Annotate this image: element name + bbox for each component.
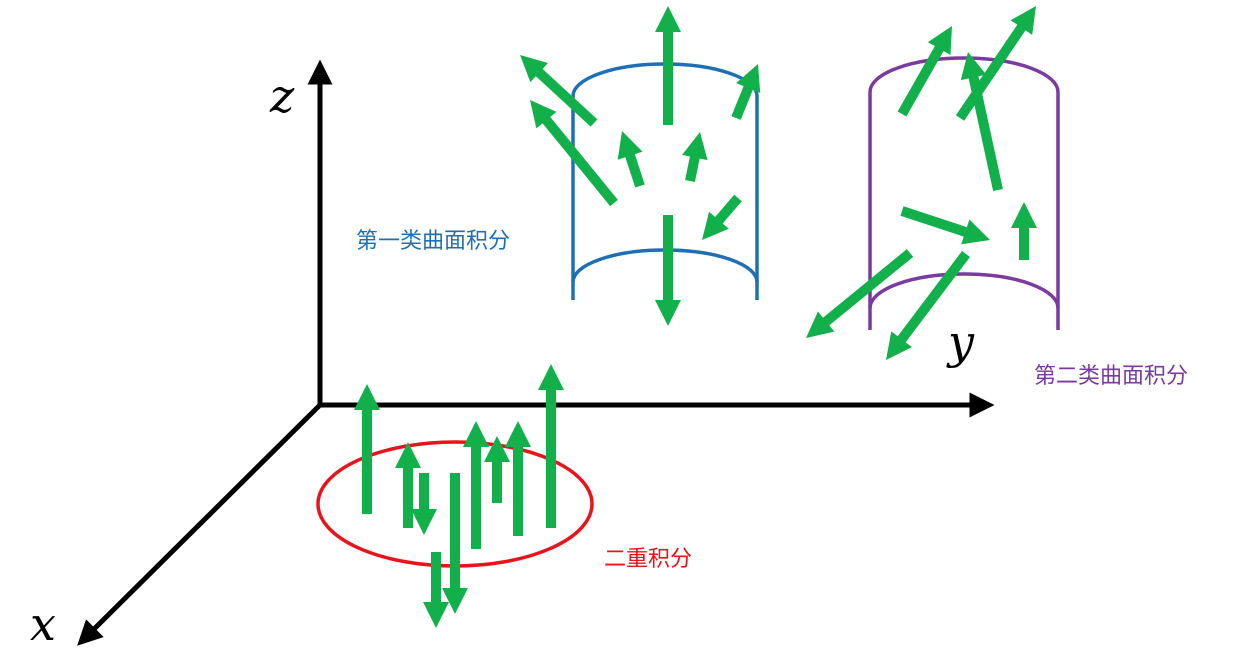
vector-arrow (530, 100, 618, 207)
vector-arrow-head (655, 300, 681, 326)
vector-arrow (955, 6, 1036, 121)
vector-arrow-head (886, 331, 913, 360)
vector-arrow (484, 436, 510, 503)
vector-arrow (538, 364, 564, 528)
x-axis-label: x (30, 597, 56, 651)
vector-arrow-shaft (900, 206, 969, 238)
cylinder-top-arc (868, 56, 1060, 110)
vector-arrow-shaft (968, 74, 1003, 192)
vector-arrow-head (806, 311, 835, 338)
vector-arrow (442, 473, 468, 614)
vector-arrow (731, 64, 761, 120)
vector-arrow (411, 473, 437, 535)
vector-arrow-shaft (541, 115, 618, 207)
vector-arrow (463, 421, 489, 549)
vector-arrow-head (538, 364, 564, 390)
vector-arrow (806, 249, 914, 338)
vector-arrow-shaft (896, 250, 970, 344)
vector-arrow-head (395, 442, 421, 468)
vector-arrow (900, 206, 990, 245)
vector-arrow-head (682, 132, 708, 161)
vector-arrow-head (702, 211, 729, 240)
vector-arrow-shaft (713, 194, 742, 226)
vector-arrow-shaft (624, 152, 645, 188)
double-integral-label: 二重积分 (604, 547, 692, 572)
vector-arrow-head (960, 52, 987, 81)
cylinder-bottom-arc (868, 272, 1060, 309)
coordinate-axes (77, 59, 995, 646)
vector-arrow-head (1010, 6, 1036, 35)
surface-second-kind-cylinder (868, 56, 1060, 330)
vector-arrow (354, 384, 380, 514)
vector-arrow-head (411, 509, 437, 535)
vector-arrow (423, 552, 449, 628)
y-axis-label: y (946, 315, 975, 369)
vector-arrow (1011, 202, 1037, 260)
vector-arrow-shaft (685, 154, 701, 182)
vector-arrow (505, 421, 531, 536)
vector-arrow-head (1011, 202, 1037, 228)
vector-arrow-head (927, 26, 952, 56)
vector-arrow (886, 250, 970, 360)
x-axis (77, 403, 322, 646)
surface-second-kind-label: 第二类曲面积分 (1034, 364, 1188, 389)
vector-arrow-shaft (534, 67, 598, 127)
vector-arrow (655, 215, 681, 326)
vector-arrow-head (505, 421, 531, 447)
vector-arrow (897, 26, 952, 117)
vector-arrow-head (442, 588, 468, 614)
vector-arrow-head (520, 55, 548, 83)
vector-arrow-shaft (821, 249, 914, 327)
vector-arrow-shaft (955, 23, 1027, 121)
vector-arrow-head (961, 219, 990, 245)
vector-arrow-head (736, 64, 761, 93)
vector-field-arrows (354, 6, 1037, 628)
vector-arrow-shaft (897, 44, 945, 117)
vector-arrow (960, 52, 1003, 192)
vector-arrow-head (463, 421, 489, 447)
vector-arrow (655, 6, 681, 125)
vector-arrow (682, 132, 708, 182)
vector-arrow-head (655, 6, 681, 32)
surface-first-kind-label: 第一类曲面积分 (356, 229, 510, 254)
vector-arrow-head (354, 384, 380, 410)
vector-arrow-head (423, 602, 449, 628)
vector-arrow-shaft (731, 84, 754, 120)
vector-arrow (702, 194, 742, 240)
vector-arrow-head (617, 131, 643, 160)
vector-arrow-head (484, 436, 510, 462)
z-axis-label: z (269, 69, 295, 123)
vector-arrow (395, 442, 421, 528)
vector-arrow-head (530, 100, 557, 129)
vector-arrow (520, 55, 598, 127)
vector-arrow (617, 131, 645, 188)
